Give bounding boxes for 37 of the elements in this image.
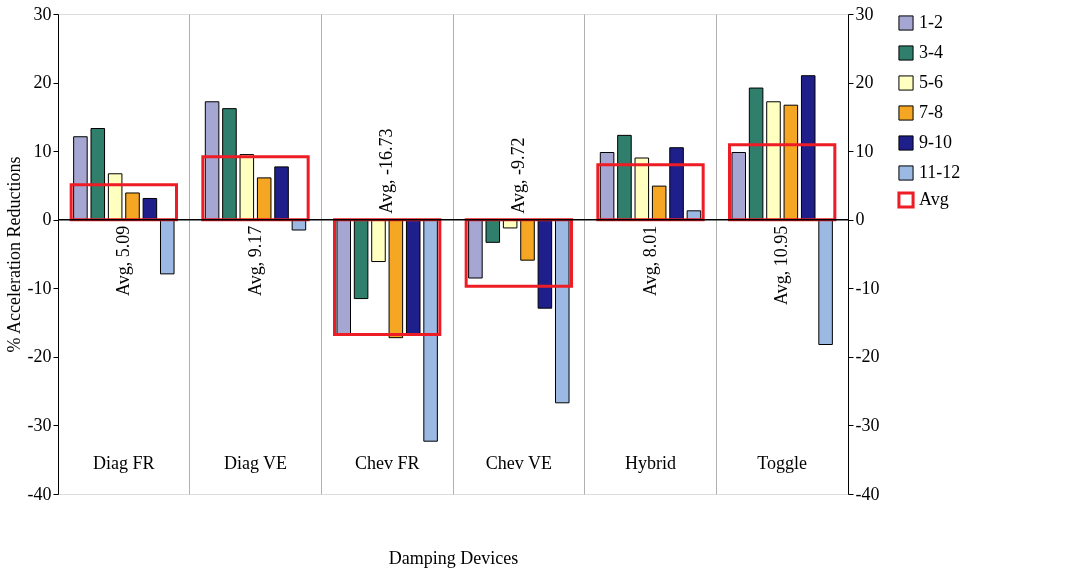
y-tick-label: 30	[33, 3, 52, 24]
x-tick-label: Hybrid	[625, 452, 676, 473]
x-tick-label: Chev VE	[485, 452, 552, 473]
y2-tick-label: 20	[855, 72, 874, 93]
y-tick-label: -40	[27, 483, 52, 504]
legend-label: 3-4	[919, 42, 943, 62]
y-tick-label: 0	[42, 209, 52, 230]
x-tick-label: Toggle	[757, 452, 808, 473]
y2-tick-label: 10	[855, 140, 874, 161]
y-tick-label: 20	[33, 72, 52, 93]
y2-tick-label: -40	[855, 483, 880, 504]
legend-label: 5-6	[919, 72, 943, 92]
data-label: Avg, 10.95	[771, 225, 792, 305]
y2-tick-label: 30	[855, 3, 874, 24]
data-label: Avg, 8.01	[639, 225, 660, 296]
y-tick-label: -20	[27, 346, 52, 367]
legend-label: 7-8	[919, 102, 943, 122]
y-tick-label: -30	[27, 414, 52, 435]
x-axis-title: Damping Devices	[388, 547, 519, 568]
y2-tick-label: -20	[855, 346, 880, 367]
data-label: Avg, 9.17	[244, 225, 265, 296]
legend-label: 11-12	[919, 162, 961, 182]
x-tick-label: Diag FR	[93, 452, 155, 473]
data-label: Avg, 5.09	[112, 225, 133, 296]
y-tick-label: 10	[33, 140, 52, 161]
y2-tick-label: -30	[855, 414, 880, 435]
y-tick-label: -10	[27, 277, 52, 298]
y-axis-title: % Acceleration Reductions	[3, 156, 24, 353]
legend-label: 9-10	[919, 132, 952, 152]
legend-label: Avg	[919, 189, 949, 209]
x-tick-label: Chev FR	[354, 452, 420, 473]
legend-label: 1-2	[919, 12, 943, 32]
y2-tick-label: 0	[855, 209, 865, 230]
data-label: Avg, -9.72	[507, 137, 528, 214]
data-label: Avg, -16.73	[376, 128, 397, 214]
y2-tick-label: -10	[855, 277, 880, 298]
x-tick-label: Diag VE	[223, 452, 288, 473]
